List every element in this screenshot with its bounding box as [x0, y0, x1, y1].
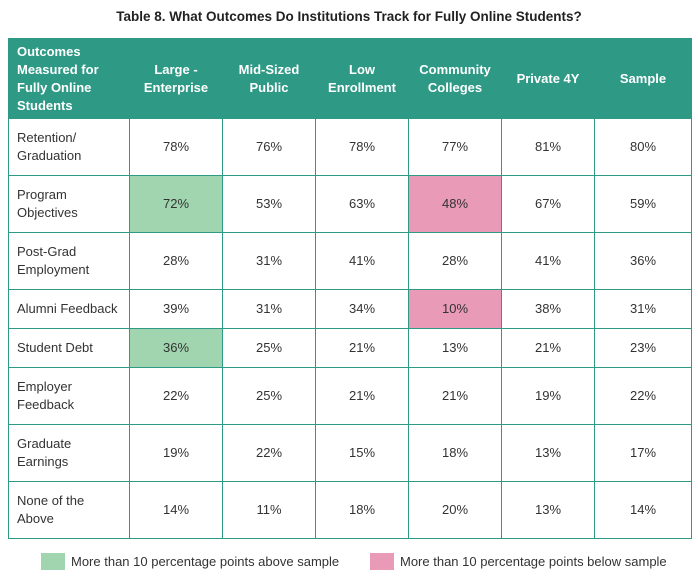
table-row: Program Objectives 72% 53% 63% 48% 67% 59…	[8, 175, 692, 233]
row-label: Student Debt	[8, 328, 130, 368]
table-cell: 15%	[315, 424, 409, 482]
table-cell: 28%	[129, 232, 223, 290]
table-cell: 36%	[594, 232, 692, 290]
table-cell: 31%	[594, 289, 692, 329]
table-cell: 53%	[222, 175, 316, 233]
table-cell: 31%	[222, 289, 316, 329]
header-sample: Sample	[594, 38, 692, 119]
header-outcomes: Outcomes Measured for Fully Online Students	[8, 38, 130, 119]
table-cell-below-sample: 48%	[408, 175, 502, 233]
table-cell-above-sample: 72%	[129, 175, 223, 233]
outcomes-table: Outcomes Measured for Fully Online Students…	[8, 38, 692, 539]
legend-below-swatch	[370, 553, 394, 570]
row-label: None of the Above	[8, 481, 130, 539]
table-title: Table 8. What Outcomes Do Institutions T…	[116, 9, 582, 24]
table-cell: 38%	[501, 289, 595, 329]
header-row: Outcomes Measured for Fully Online Students…	[8, 38, 692, 119]
table-cell: 13%	[501, 481, 595, 539]
table-row: None of the Above 14% 11% 18% 20% 13% 14%	[8, 481, 692, 539]
legend-above-swatch	[41, 553, 65, 570]
table-cell: 76%	[222, 118, 316, 176]
table-cell: 28%	[408, 232, 502, 290]
table-cell: 25%	[222, 328, 316, 368]
row-label: Employer Feedback	[8, 367, 130, 425]
table-cell: 59%	[594, 175, 692, 233]
row-label: Retention/Graduation	[8, 118, 130, 176]
table-cell: 21%	[408, 367, 502, 425]
table-cell: 18%	[408, 424, 502, 482]
table-row: Alumni Feedback 39% 31% 34% 10% 38% 31%	[8, 289, 692, 329]
table-cell: 67%	[501, 175, 595, 233]
table-cell: 78%	[129, 118, 223, 176]
header-private-4y: Private 4Y	[501, 38, 595, 119]
table-cell: 13%	[408, 328, 502, 368]
legend-above-label: More than 10 percentage points above sam…	[71, 554, 340, 569]
table-cell: 25%	[222, 367, 316, 425]
table-cell: 63%	[315, 175, 409, 233]
table-cell: 13%	[501, 424, 595, 482]
legend-below-label: More than 10 percentage points below sam…	[400, 554, 667, 569]
table-cell: 39%	[129, 289, 223, 329]
table-cell: 14%	[129, 481, 223, 539]
table-cell: 41%	[501, 232, 595, 290]
table-row: Employer Feedback 22% 25% 21% 21% 19% 22%	[8, 367, 692, 425]
table-cell: 22%	[594, 367, 692, 425]
header-low-enrollment: Low Enrollment	[315, 38, 409, 119]
table-row: Graduate Earnings 19% 22% 15% 18% 13% 17%	[8, 424, 692, 482]
table-cell: 20%	[408, 481, 502, 539]
table-cell: 19%	[501, 367, 595, 425]
table-cell: 80%	[594, 118, 692, 176]
table-cell: 81%	[501, 118, 595, 176]
header-mid-sized-public: Mid-Sized Public	[222, 38, 316, 119]
table-cell: 17%	[594, 424, 692, 482]
row-label: Alumni Feedback	[8, 289, 130, 329]
table-cell-above-sample: 36%	[129, 328, 223, 368]
row-label: Graduate Earnings	[8, 424, 130, 482]
table-cell: 11%	[222, 481, 316, 539]
table-cell: 23%	[594, 328, 692, 368]
table-row: Post-Grad Employment 28% 31% 41% 28% 41% …	[8, 232, 692, 290]
table-cell: 77%	[408, 118, 502, 176]
table-cell: 21%	[315, 328, 409, 368]
table-cell: 31%	[222, 232, 316, 290]
header-large-enterprise: Large - Enterprise	[129, 38, 223, 119]
table-cell: 14%	[594, 481, 692, 539]
table-cell: 41%	[315, 232, 409, 290]
table-cell: 21%	[315, 367, 409, 425]
table-cell: 21%	[501, 328, 595, 368]
table-row: Retention/Graduation 78% 76% 78% 77% 81%…	[8, 118, 692, 176]
table-row: Student Debt 36% 25% 21% 13% 21% 23%	[8, 328, 692, 368]
table-cell: 22%	[129, 367, 223, 425]
table-cell: 34%	[315, 289, 409, 329]
table-cell: 22%	[222, 424, 316, 482]
table-cell: 78%	[315, 118, 409, 176]
table-cell: 18%	[315, 481, 409, 539]
header-community-colleges: Community Colleges	[408, 38, 502, 119]
row-label: Program Objectives	[8, 175, 130, 233]
table-cell-below-sample: 10%	[408, 289, 502, 329]
row-label: Post-Grad Employment	[8, 232, 130, 290]
legend: More than 10 percentage points above sam…	[0, 552, 698, 572]
table-cell: 19%	[129, 424, 223, 482]
